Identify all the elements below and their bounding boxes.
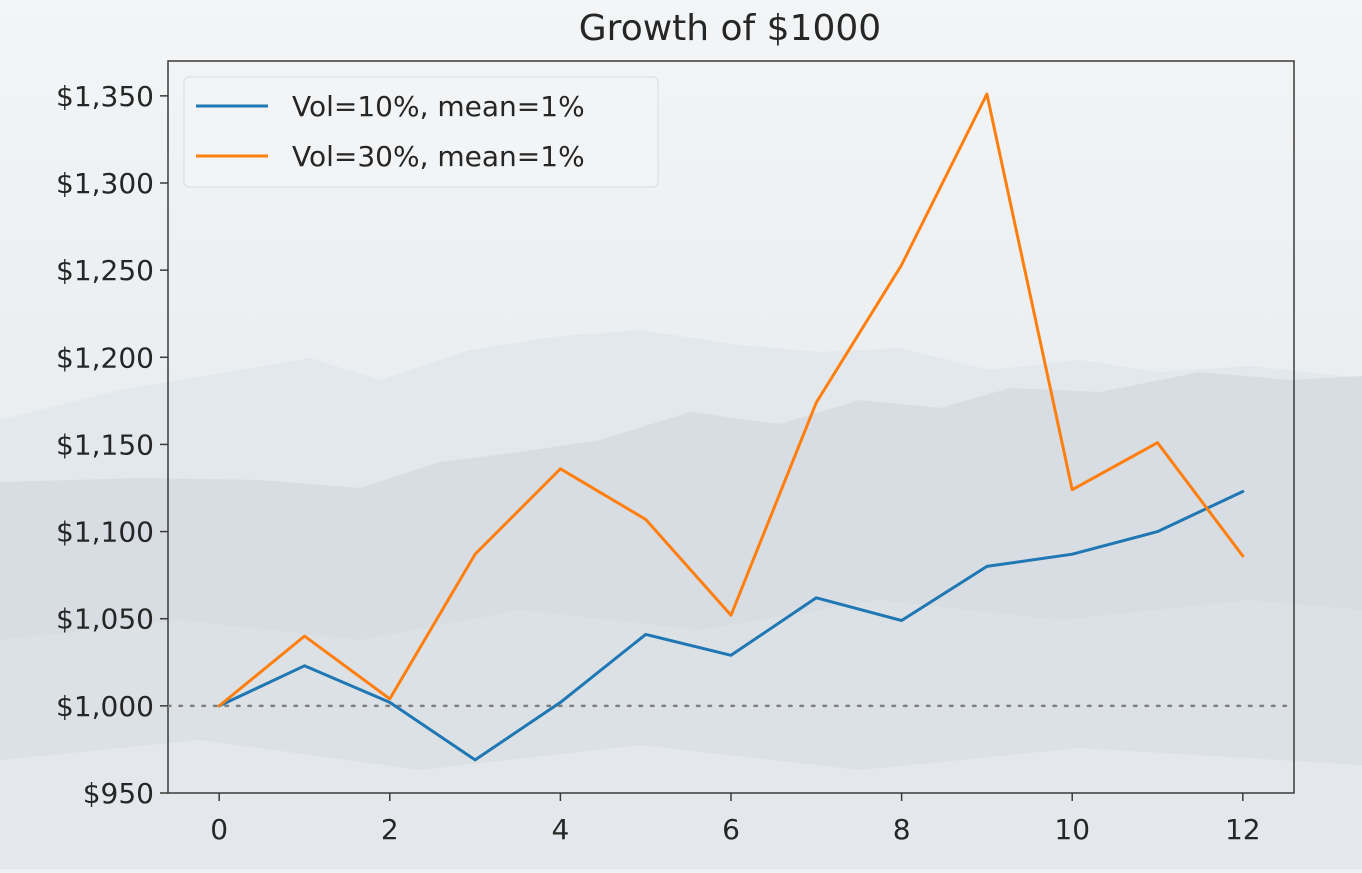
y-tick-label: $1,350 bbox=[56, 80, 154, 113]
y-tick-label: $1,200 bbox=[56, 341, 154, 374]
x-tick-label: 4 bbox=[551, 813, 569, 846]
series-layer bbox=[217, 92, 1245, 762]
plot-axes: $950 $1,000 $1,050 $1,100 $1,150 $1,200 $1,250… bbox=[56, 60, 1296, 846]
series-line-2 bbox=[217, 92, 1245, 708]
x-tick-label: 8 bbox=[893, 813, 911, 846]
series-line-1 bbox=[217, 490, 1245, 762]
legend-label-1: Vol=10%, mean=1% bbox=[292, 90, 585, 123]
y-tick-label: $950 bbox=[83, 777, 154, 810]
y-tick-label: $1,250 bbox=[56, 254, 154, 287]
y-tick-label: $1,300 bbox=[56, 167, 154, 200]
y-tick-label: $1,050 bbox=[56, 603, 154, 636]
legend: Vol=10%, mean=1% Vol=30%, mean=1% bbox=[183, 76, 659, 188]
x-tick-label: 12 bbox=[1225, 813, 1261, 846]
x-tick-label: 2 bbox=[381, 813, 399, 846]
legend-box bbox=[183, 76, 659, 188]
x-tick-label: 10 bbox=[1054, 813, 1090, 846]
y-tick-label: $1,000 bbox=[56, 690, 154, 723]
y-tick-label: $1,100 bbox=[56, 516, 154, 549]
y-tick-label: $1,150 bbox=[56, 428, 154, 461]
x-tick-label: 6 bbox=[722, 813, 740, 846]
x-tick-label: 0 bbox=[210, 813, 228, 846]
legend-label-2: Vol=30%, mean=1% bbox=[292, 140, 585, 173]
chart-title: Growth of $1000 bbox=[579, 8, 881, 49]
